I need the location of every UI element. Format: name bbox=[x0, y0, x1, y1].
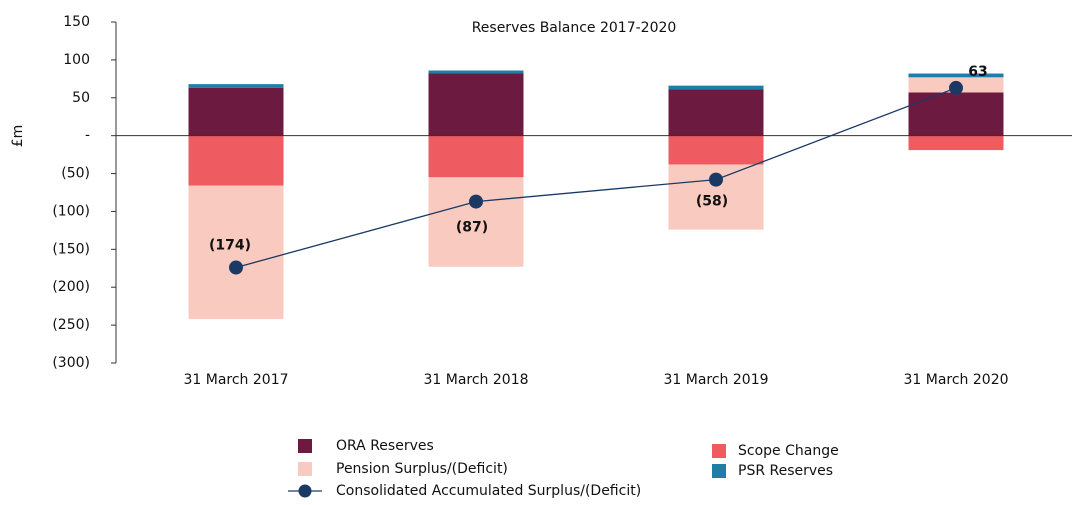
line bbox=[235, 87, 957, 269]
line-point bbox=[229, 260, 243, 275]
bar bbox=[188, 135, 284, 186]
bar bbox=[908, 92, 1004, 136]
bar bbox=[428, 73, 524, 136]
y-tick-label: 150 bbox=[63, 14, 90, 30]
y-tick-label: 50 bbox=[72, 90, 90, 106]
legend-marker bbox=[298, 484, 312, 498]
line-point bbox=[709, 172, 723, 187]
y-tick-label: (300) bbox=[52, 355, 90, 371]
x-tick-label: 31 March 2019 bbox=[663, 372, 768, 388]
line-point bbox=[949, 80, 963, 95]
bar bbox=[188, 87, 284, 136]
bar bbox=[188, 84, 284, 88]
legend-swatch bbox=[298, 439, 312, 453]
bar bbox=[668, 135, 764, 165]
y-tick-label: (100) bbox=[52, 203, 90, 219]
legend-label: Pension Surplus/(Deficit) bbox=[336, 461, 508, 477]
y-axis-label: £m bbox=[10, 125, 26, 148]
y-tick-label: (200) bbox=[52, 279, 90, 295]
data-label: (174) bbox=[209, 238, 251, 254]
y-tick-label: 100 bbox=[63, 52, 90, 68]
bar bbox=[908, 73, 1004, 78]
y-tick-label: (250) bbox=[52, 317, 90, 333]
bar bbox=[908, 135, 1004, 151]
data-label: 63 bbox=[968, 64, 987, 80]
x-tick-label: 31 March 2018 bbox=[423, 372, 528, 388]
legend-label: PSR Reserves bbox=[738, 463, 833, 479]
x-tick-label: 31 March 2017 bbox=[183, 372, 288, 388]
bar bbox=[668, 89, 764, 136]
legend-label: ORA Reserves bbox=[336, 438, 434, 454]
legend-label: Scope Change bbox=[738, 443, 839, 459]
y-tick-label: (50) bbox=[61, 166, 90, 182]
chart-title: Reserves Balance 2017-2020 bbox=[472, 20, 677, 36]
bar bbox=[428, 135, 524, 178]
legend-label: Consolidated Accumulated Surplus/(Defici… bbox=[336, 483, 641, 499]
bar bbox=[668, 85, 764, 90]
bar bbox=[428, 70, 524, 74]
legend-swatch bbox=[712, 444, 726, 458]
legend-swatch bbox=[712, 464, 726, 478]
x-tick-label: 31 March 2020 bbox=[903, 372, 1008, 388]
line-point bbox=[469, 194, 483, 209]
data-label: (87) bbox=[456, 220, 488, 236]
y-tick-label: (150) bbox=[52, 241, 90, 257]
bar bbox=[188, 185, 284, 320]
y-tick-label: - bbox=[85, 128, 90, 144]
legend-swatch bbox=[298, 462, 312, 476]
data-label: (58) bbox=[696, 194, 728, 210]
bar bbox=[428, 177, 524, 267]
